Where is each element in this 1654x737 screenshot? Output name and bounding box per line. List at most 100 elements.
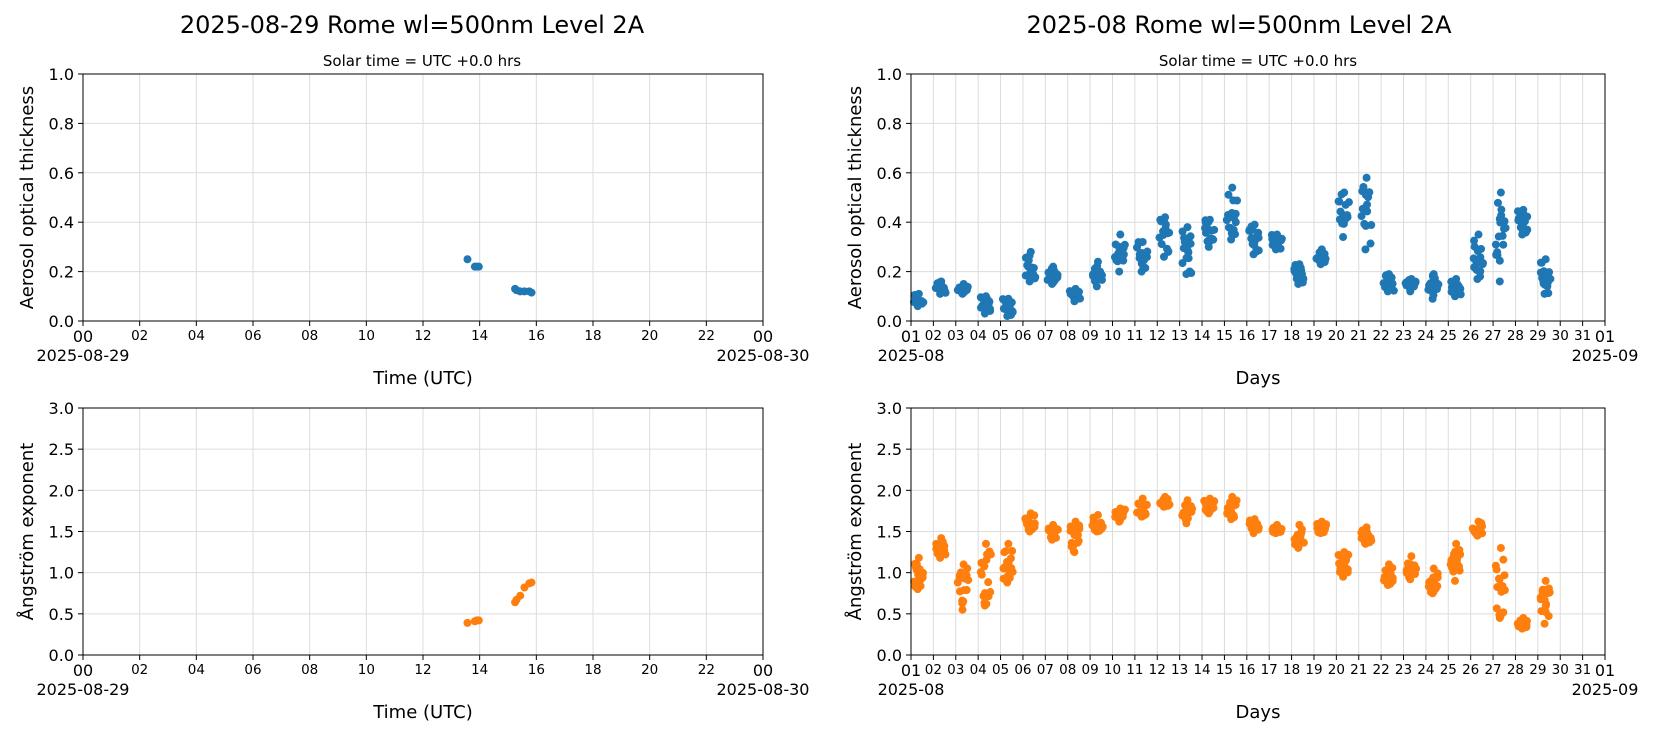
day-cluster	[1290, 260, 1308, 288]
data-point	[1499, 240, 1508, 249]
day-cluster	[1043, 262, 1062, 288]
x-tick-label: 24	[1417, 328, 1434, 344]
x-tick-label: 04	[970, 662, 987, 678]
x-tick-label: 06	[1014, 328, 1031, 344]
data-point	[1271, 529, 1280, 538]
data-point	[1049, 262, 1058, 271]
day-cluster	[1536, 576, 1554, 628]
day-cluster	[1491, 543, 1509, 622]
data-points	[463, 255, 536, 297]
data-point	[1540, 289, 1549, 298]
data-point	[1344, 198, 1353, 207]
data-point	[1495, 277, 1504, 286]
data-point	[913, 302, 922, 311]
data-point	[958, 605, 967, 614]
x-tick-label: 00	[73, 661, 93, 680]
data-point	[1075, 524, 1084, 533]
data-point	[527, 288, 536, 297]
x-tick-label: 09	[1082, 328, 1099, 344]
day-cluster	[1178, 496, 1197, 528]
y-tick-label: 0.0	[49, 646, 74, 665]
x-axis-label: Time (UTC)	[372, 702, 473, 723]
x-tick-label: 00	[753, 661, 773, 680]
x-tick-label: 18	[584, 328, 601, 344]
data-point	[1295, 260, 1304, 269]
data-point	[1546, 274, 1555, 283]
data-point	[1294, 543, 1303, 552]
x-tick-label: 05	[992, 328, 1009, 344]
data-point	[962, 586, 971, 595]
data-point	[984, 578, 993, 587]
day-cluster	[1313, 517, 1331, 538]
data-point	[1001, 547, 1010, 556]
data-point	[1498, 231, 1507, 240]
data-point	[1343, 565, 1352, 574]
y-axis-label: Aerosol optical thickness	[17, 86, 38, 309]
day-cluster	[1267, 230, 1286, 254]
day-cluster	[1132, 237, 1152, 276]
data-point	[1384, 560, 1393, 569]
y-tick-label: 0.8	[49, 114, 74, 133]
day-cluster	[1268, 520, 1286, 538]
x-tick-label: 22	[1373, 662, 1390, 678]
data-point	[1119, 250, 1128, 259]
data-point	[1362, 173, 1371, 182]
data-point	[1142, 500, 1151, 509]
x-tick-label: 13	[1171, 662, 1188, 678]
x-tick-label: 14	[1193, 662, 1210, 678]
data-point	[474, 616, 483, 625]
x-tick-label: 12	[1149, 328, 1166, 344]
data-point	[1428, 589, 1437, 598]
day-cluster	[976, 292, 995, 318]
data-point	[1003, 578, 1012, 587]
data-point	[1491, 240, 1500, 249]
x-tick-label: 03	[947, 662, 964, 678]
data-points	[910, 173, 1555, 321]
data-point	[1366, 239, 1375, 248]
data-point	[1451, 292, 1460, 301]
data-point	[1026, 509, 1035, 518]
x-tick-label: 01	[901, 327, 921, 346]
x-tick-label: 08	[1059, 662, 1076, 678]
day-cluster	[1446, 539, 1465, 585]
x-tick-label: 27	[1484, 328, 1501, 344]
x-tick-label: 04	[188, 662, 205, 678]
data-point	[1249, 529, 1258, 538]
x-tick-label: 22	[698, 328, 715, 344]
data-point	[1429, 270, 1438, 279]
data-point	[1497, 205, 1506, 214]
data-point	[1003, 312, 1012, 321]
data-point	[1116, 504, 1125, 513]
data-point	[1228, 183, 1237, 192]
data-point	[1209, 503, 1218, 512]
data-point	[1500, 217, 1509, 226]
x-tick-label: 14	[1193, 328, 1210, 344]
data-point	[1205, 215, 1214, 224]
data-point	[1470, 236, 1479, 245]
x-tick-label: 11	[1126, 662, 1143, 678]
data-point	[1250, 515, 1259, 524]
x-tick-label: 22	[1373, 328, 1390, 344]
x-start-label: 2025-08	[878, 346, 945, 365]
x-tick-label: 24	[1417, 662, 1434, 678]
data-point	[977, 570, 986, 579]
data-point	[1233, 196, 1242, 205]
data-point	[1161, 492, 1170, 501]
data-point	[1231, 209, 1240, 218]
data-point	[1383, 287, 1392, 296]
data-point	[959, 597, 968, 606]
x-tick-label: 02	[131, 328, 148, 344]
day-cluster	[1334, 188, 1353, 242]
grid	[82, 73, 764, 322]
day-cluster	[1334, 548, 1353, 581]
day-cluster	[1469, 230, 1487, 284]
data-point	[1362, 523, 1371, 532]
data-point	[1433, 573, 1442, 582]
x-tick-label: 10	[1104, 328, 1121, 344]
data-point	[1071, 517, 1080, 526]
data-point	[959, 279, 968, 288]
x-tick-label: 16	[1238, 662, 1255, 678]
data-point	[1361, 245, 1370, 254]
data-point	[1006, 554, 1015, 563]
data-point	[1097, 275, 1106, 284]
